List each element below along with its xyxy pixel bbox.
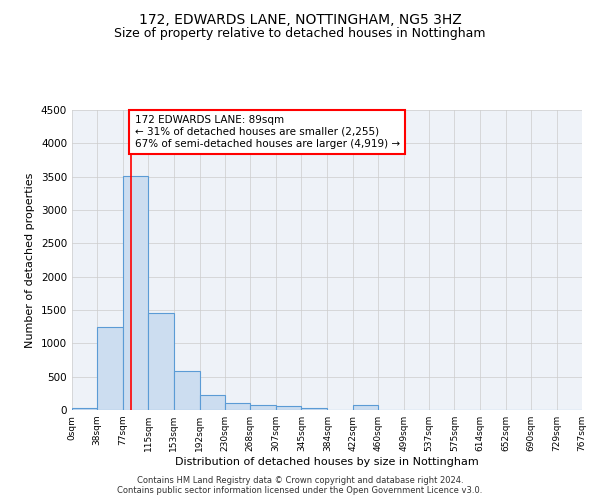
Text: 172, EDWARDS LANE, NOTTINGHAM, NG5 3HZ: 172, EDWARDS LANE, NOTTINGHAM, NG5 3HZ <box>139 12 461 26</box>
Bar <box>225 402 250 410</box>
Bar <box>174 372 200 410</box>
Bar <box>301 408 328 410</box>
Bar <box>276 406 301 410</box>
Bar <box>250 404 276 410</box>
Bar <box>200 396 225 410</box>
Bar <box>97 328 123 410</box>
Bar <box>123 176 148 410</box>
Text: Size of property relative to detached houses in Nottingham: Size of property relative to detached ho… <box>114 28 486 40</box>
Bar <box>353 406 378 410</box>
Text: Contains HM Land Registry data © Crown copyright and database right 2024.
Contai: Contains HM Land Registry data © Crown c… <box>118 476 482 495</box>
Y-axis label: Number of detached properties: Number of detached properties <box>25 172 35 348</box>
Bar <box>72 408 97 410</box>
Text: 172 EDWARDS LANE: 89sqm
← 31% of detached houses are smaller (2,255)
67% of semi: 172 EDWARDS LANE: 89sqm ← 31% of detache… <box>134 116 400 148</box>
Bar <box>148 312 174 410</box>
X-axis label: Distribution of detached houses by size in Nottingham: Distribution of detached houses by size … <box>175 457 479 467</box>
